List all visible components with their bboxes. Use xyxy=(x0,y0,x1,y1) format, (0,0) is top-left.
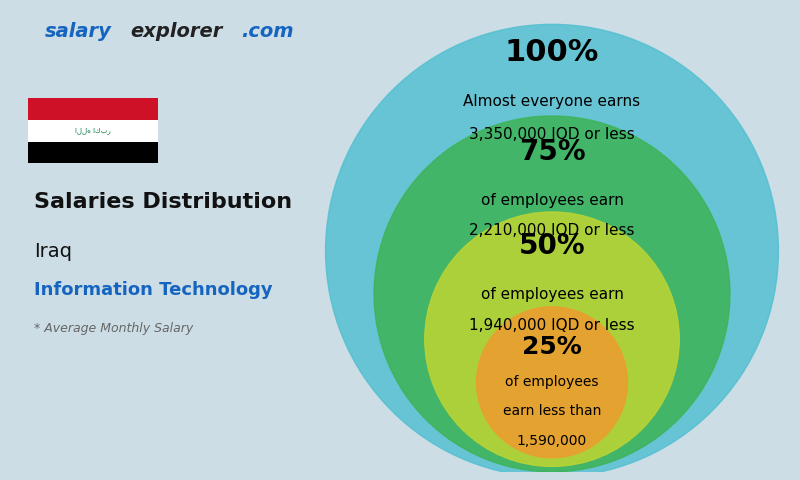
Text: Almost everyone earns: Almost everyone earns xyxy=(463,95,641,109)
Text: 100%: 100% xyxy=(505,38,599,68)
Text: * Average Monthly Salary: * Average Monthly Salary xyxy=(34,322,194,335)
Text: 3,350,000 IQD or less: 3,350,000 IQD or less xyxy=(469,127,635,142)
Text: 50%: 50% xyxy=(518,232,586,261)
Text: explorer: explorer xyxy=(130,22,223,41)
Text: 1,940,000 IQD or less: 1,940,000 IQD or less xyxy=(469,318,635,333)
Text: salary: salary xyxy=(45,22,111,41)
Text: Salaries Distribution: Salaries Distribution xyxy=(34,192,293,212)
Circle shape xyxy=(425,212,679,467)
Circle shape xyxy=(326,24,778,477)
Text: earn less than: earn less than xyxy=(503,405,601,419)
Text: .com: .com xyxy=(241,22,294,41)
Text: 2,210,000 IQD or less: 2,210,000 IQD or less xyxy=(470,223,634,238)
Text: 75%: 75% xyxy=(518,138,586,166)
Text: Information Technology: Information Technology xyxy=(34,281,273,299)
Circle shape xyxy=(477,307,627,458)
Text: 1,590,000: 1,590,000 xyxy=(517,433,587,447)
Text: Iraq: Iraq xyxy=(34,242,73,262)
Text: of employees earn: of employees earn xyxy=(481,192,623,208)
Bar xyxy=(27,120,158,142)
Circle shape xyxy=(374,116,730,472)
Text: 25%: 25% xyxy=(522,335,582,359)
Bar xyxy=(27,142,158,163)
Text: of employees: of employees xyxy=(506,375,598,389)
Text: of employees earn: of employees earn xyxy=(481,288,623,302)
Text: الله اكبر: الله اكبر xyxy=(75,127,110,134)
Bar xyxy=(27,98,158,120)
